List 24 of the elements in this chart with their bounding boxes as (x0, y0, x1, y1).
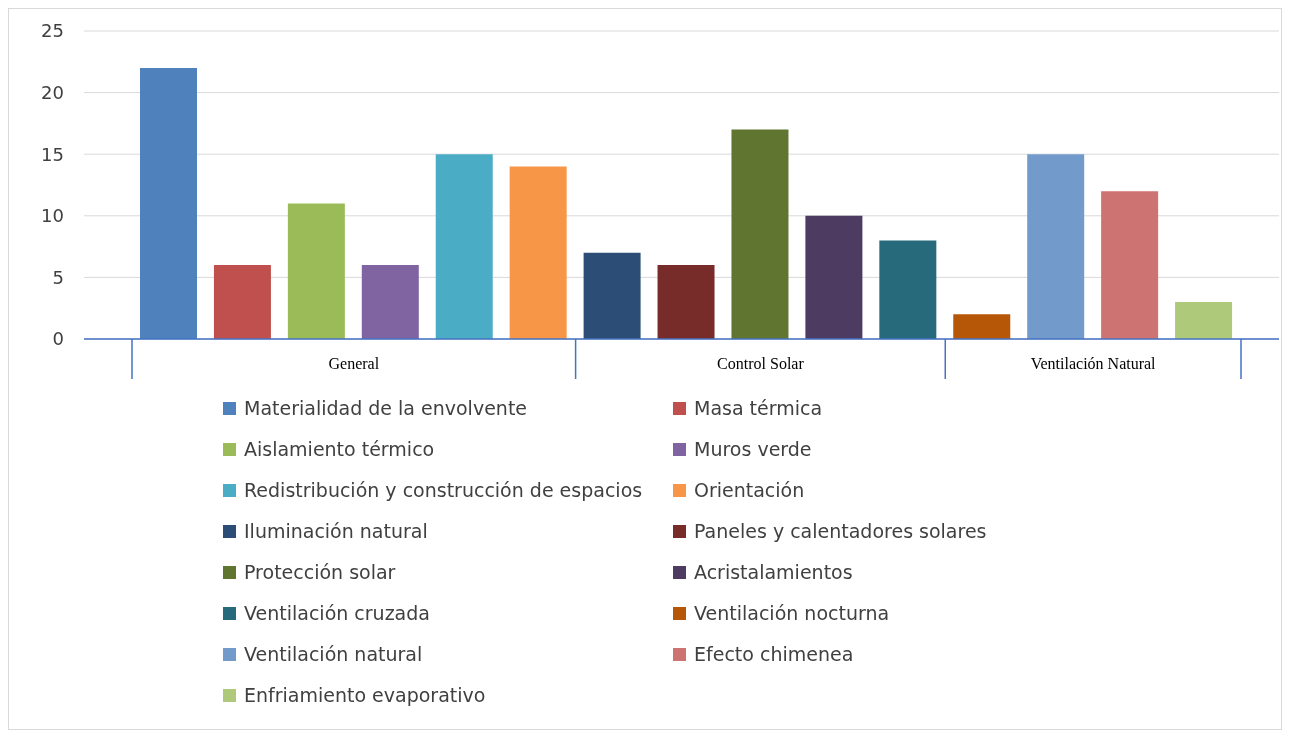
legend-label: Redistribución y construcción de espacios (244, 479, 643, 501)
legend-label: Materialidad de la envolvente (244, 397, 528, 419)
legend-label: Ventilación cruzada (244, 602, 430, 624)
legend-label: Paneles y calentadores solares (694, 520, 987, 542)
y-tick-label: 20 (41, 81, 64, 103)
x-tick-label: Control Solar (717, 355, 805, 372)
legend-label: Acristalamientos (694, 561, 853, 583)
y-tick-label: 5 (52, 266, 64, 288)
legend-label: Ventilación nocturna (694, 602, 890, 624)
legend-label: Efecto chimenea (694, 643, 854, 665)
legend-label: Enfriamiento evaporativo (244, 684, 486, 706)
x-tick-label: General (328, 355, 380, 372)
y-tick-label: 10 (41, 205, 64, 227)
legend-label: Protección solar (244, 561, 396, 583)
y-tick-label: 15 (41, 143, 64, 165)
legend-label: Masa térmica (694, 397, 823, 419)
y-tick-label: 25 (41, 20, 64, 42)
y-tick-label: 0 (52, 328, 64, 350)
legend-label: Muros verde (694, 438, 812, 460)
legend-label: Ventilación natural (244, 643, 423, 665)
x-tick-label: Ventilación Natural (1030, 355, 1157, 372)
legend-label: Orientación (694, 479, 805, 501)
legend-label: Aislamiento térmico (244, 438, 435, 460)
legend-label: Iluminación natural (244, 520, 428, 542)
